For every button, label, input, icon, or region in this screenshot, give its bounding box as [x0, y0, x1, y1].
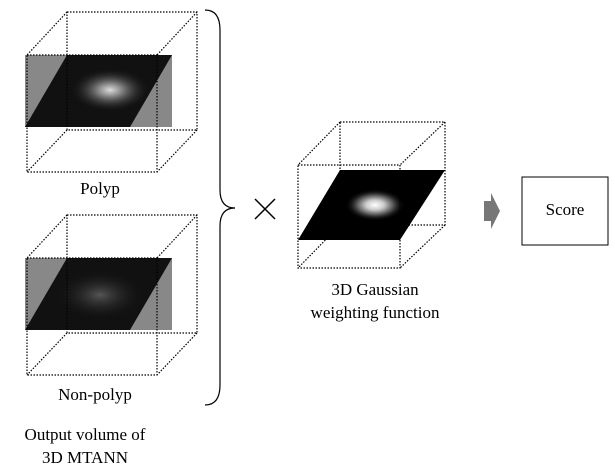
input-label: Non-polyp [58, 385, 132, 404]
gaussian-volume [298, 122, 445, 268]
diagram: Polyp Non-polyp Output volume of 3D MTAN… [0, 0, 615, 470]
caption-line: 3D Gaussian [331, 280, 419, 299]
input-label: Polyp [80, 179, 120, 198]
caption-line: 3D MTANN [42, 448, 128, 467]
caption-line: Output volume of [25, 425, 146, 444]
non-polyp-volume [25, 215, 197, 375]
score-label: Score [546, 200, 585, 219]
arrow [484, 193, 500, 229]
caption-line: weighting function [311, 303, 440, 322]
brace [205, 10, 235, 405]
polyp-volume [25, 12, 197, 172]
multiply-sign [255, 199, 275, 219]
